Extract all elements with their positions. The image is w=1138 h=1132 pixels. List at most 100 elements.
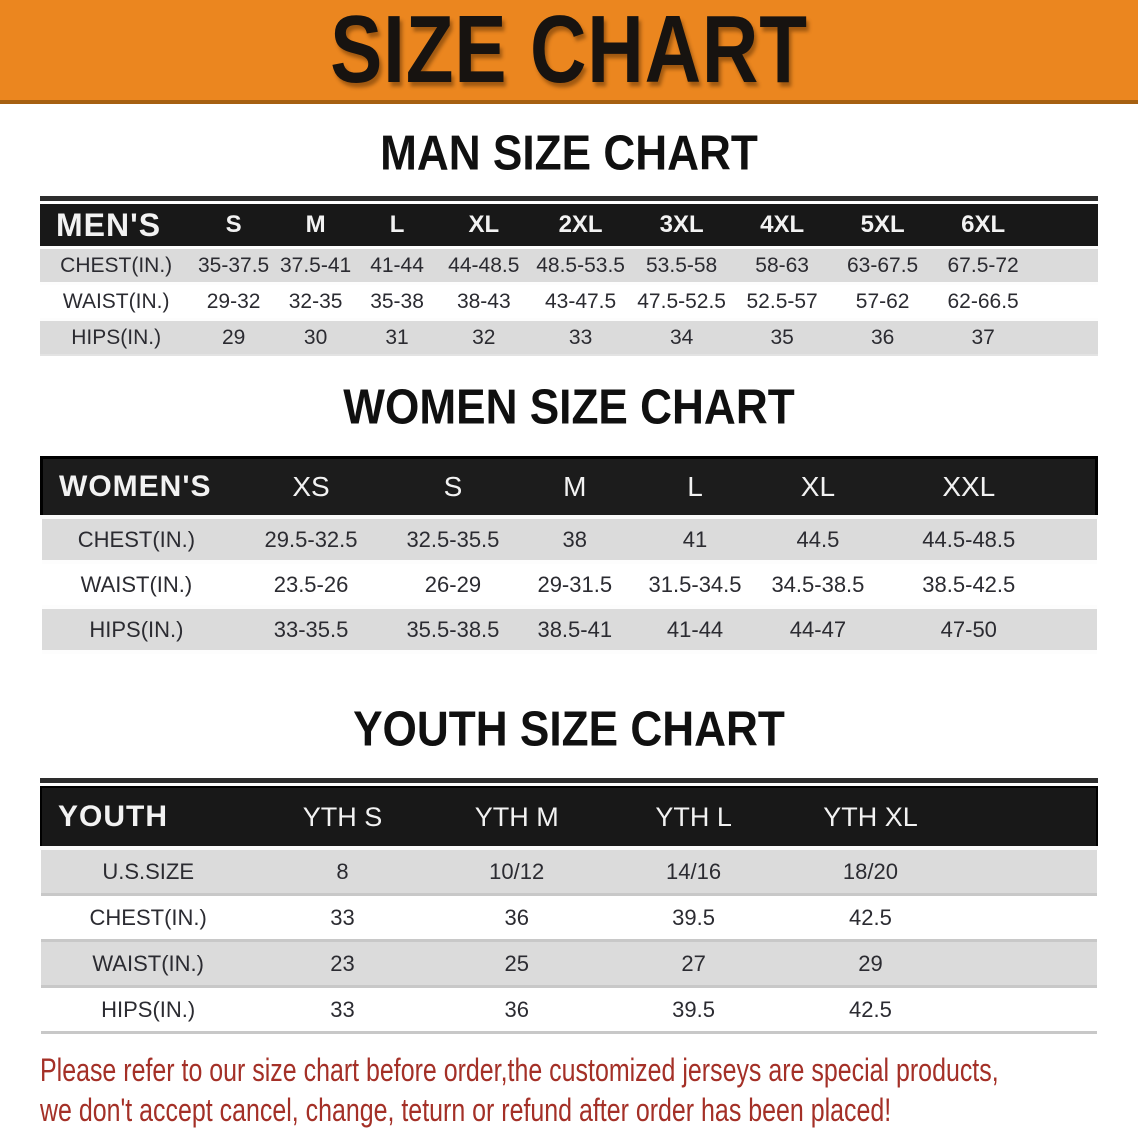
size-col-header: XL	[755, 457, 881, 517]
cell-filler	[957, 848, 1097, 896]
men-hips-row: HIPS(IN.) 29 30 31 32 33 34 35 36 37	[40, 319, 1098, 356]
size-cell: 31	[356, 319, 438, 356]
header-filler	[1057, 457, 1097, 517]
cell-filler	[957, 894, 1097, 942]
row-label: WAIST(IN.)	[40, 283, 193, 321]
cell-filler	[1033, 283, 1098, 321]
size-cell: 29	[192, 319, 275, 356]
size-cell: 48.5-53.5	[529, 247, 632, 285]
women-table-title: WOMEN'S	[41, 457, 232, 517]
size-cell: 29-31.5	[515, 562, 635, 609]
size-cell: 38.5-41	[515, 607, 635, 654]
size-cell: 47.5-52.5	[631, 283, 732, 321]
banner: SIZE CHART	[0, 0, 1138, 104]
size-col-header: 5XL	[832, 204, 933, 248]
disclaimer: Please refer to our size chart before or…	[40, 1050, 1138, 1130]
men-section-heading: MAN SIZE CHART	[380, 126, 758, 181]
size-cell: 47-50	[880, 607, 1058, 654]
size-cell: 35.5-38.5	[390, 607, 516, 654]
row-label: WAIST(IN.)	[41, 562, 232, 609]
cell-filler	[1057, 607, 1097, 654]
size-cell: 38.5-42.5	[880, 562, 1058, 609]
size-cell: 44-47	[755, 607, 881, 654]
size-cell: 38-43	[437, 283, 530, 321]
men-table-header-row: MEN'S S M L XL 2XL 3XL 4XL 5XL 6XL	[40, 204, 1098, 248]
size-cell: 26-29	[390, 562, 516, 609]
cell-filler	[1057, 517, 1097, 564]
size-col-header: 2XL	[529, 204, 632, 248]
disclaimer-line-1: Please refer to our size chart before or…	[40, 1052, 999, 1088]
size-cell: 14/16	[603, 848, 784, 896]
size-col-header: 4XL	[731, 204, 833, 248]
men-size-table: MEN'S S M L XL 2XL 3XL 4XL 5XL 6XL CHEST…	[40, 196, 1098, 356]
banner-title: SIZE CHART	[330, 0, 808, 103]
size-col-header: 6XL	[932, 204, 1034, 248]
row-label: HIPS(IN.)	[40, 319, 193, 356]
size-col-header: 3XL	[631, 204, 732, 248]
size-cell: 57-62	[832, 283, 933, 321]
size-col-header: YTH XL	[783, 787, 958, 848]
cell-filler	[1033, 247, 1098, 285]
women-table-header-row: WOMEN'S XS S M L XL XXL	[41, 457, 1097, 517]
size-col-header: M	[515, 457, 635, 517]
size-cell: 36	[429, 986, 604, 1034]
youth-waist-row: WAIST(IN.) 23 25 27 29	[41, 940, 1097, 988]
size-cell: 63-67.5	[832, 247, 933, 285]
size-cell: 33	[255, 986, 430, 1034]
women-section-heading: WOMEN SIZE CHART	[343, 380, 795, 435]
size-cell: 35-38	[356, 283, 438, 321]
size-col-header: XL	[437, 204, 530, 248]
size-cell: 37	[932, 319, 1034, 356]
women-size-table: WOMEN'S XS S M L XL XXL CHEST(IN.) 29.5-…	[40, 456, 1098, 654]
size-cell: 29	[783, 940, 958, 988]
size-cell: 44.5-48.5	[880, 517, 1058, 564]
size-col-header: L	[634, 457, 756, 517]
size-cell: 31.5-34.5	[634, 562, 756, 609]
size-cell: 34	[631, 319, 732, 356]
youth-chest-row: CHEST(IN.) 33 36 39.5 42.5	[41, 894, 1097, 942]
row-label: HIPS(IN.)	[41, 607, 232, 654]
row-label: CHEST(IN.)	[41, 517, 232, 564]
size-cell: 23.5-26	[231, 562, 391, 609]
women-chest-row: CHEST(IN.) 29.5-32.5 32.5-35.5 38 41 44.…	[41, 517, 1097, 564]
men-table-top-rule	[40, 196, 1098, 201]
header-filler	[1033, 204, 1098, 248]
youth-size-table: YOUTH YTH S YTH M YTH L YTH XL U.S.SIZE …	[40, 778, 1098, 1034]
size-cell: 43-47.5	[529, 283, 632, 321]
row-label: U.S.SIZE	[41, 848, 256, 896]
row-label: CHEST(IN.)	[40, 247, 193, 285]
size-cell: 32-35	[274, 283, 357, 321]
size-cell: 53.5-58	[631, 247, 732, 285]
size-cell: 29-32	[192, 283, 275, 321]
size-cell: 33-35.5	[231, 607, 391, 654]
men-chest-row: CHEST(IN.) 35-37.5 37.5-41 41-44 44-48.5…	[40, 247, 1098, 285]
size-col-header: L	[356, 204, 438, 248]
size-col-header: M	[274, 204, 357, 248]
size-cell: 67.5-72	[932, 247, 1034, 285]
header-filler	[957, 787, 1097, 848]
size-col-header: S	[192, 204, 275, 248]
size-col-header: S	[390, 457, 516, 517]
size-cell: 38	[515, 517, 635, 564]
size-cell: 33	[529, 319, 632, 356]
women-waist-row: WAIST(IN.) 23.5-26 26-29 29-31.5 31.5-34…	[41, 562, 1097, 609]
size-cell: 41	[634, 517, 756, 564]
size-cell: 41-44	[634, 607, 756, 654]
youth-table-top-rule	[40, 778, 1098, 783]
size-cell: 39.5	[603, 894, 784, 942]
size-cell: 41-44	[356, 247, 438, 285]
youth-section-heading: YOUTH SIZE CHART	[353, 702, 785, 757]
size-cell: 36	[832, 319, 933, 356]
size-cell: 35-37.5	[192, 247, 275, 285]
size-cell: 52.5-57	[731, 283, 833, 321]
disclaimer-line-2: we don't accept cancel, change, teturn o…	[40, 1092, 892, 1128]
size-cell: 33	[255, 894, 430, 942]
men-table-title: MEN'S	[40, 204, 193, 248]
size-cell: 36	[429, 894, 604, 942]
size-cell: 23	[255, 940, 430, 988]
size-cell: 39.5	[603, 986, 784, 1034]
size-cell: 58-63	[731, 247, 833, 285]
size-cell: 32	[437, 319, 530, 356]
youth-ussize-row: U.S.SIZE 8 10/12 14/16 18/20	[41, 848, 1097, 896]
size-cell: 44.5	[755, 517, 881, 564]
